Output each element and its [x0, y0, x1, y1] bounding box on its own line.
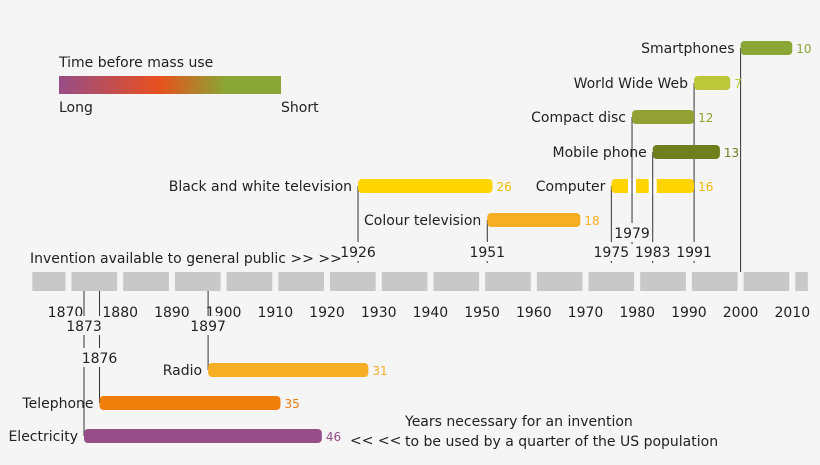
- timeline-segment: [640, 272, 686, 291]
- year-label-bg: [83, 348, 116, 367]
- years-value: 13: [724, 146, 739, 160]
- timeline-segment: [588, 272, 635, 291]
- years-value: 35: [284, 397, 299, 411]
- year-label: 1926: [340, 245, 376, 261]
- bar-smartphones: [740, 41, 793, 55]
- axis-tick-label: 1910: [257, 305, 293, 321]
- series-label: Smartphones: [641, 41, 734, 57]
- year-label: 1951: [469, 245, 505, 261]
- bar-telephone: [99, 396, 281, 410]
- year-label-bg: [636, 242, 669, 261]
- year-label-bg: [678, 242, 711, 261]
- series-label: Black and white television: [169, 179, 352, 195]
- year-label-bg: [342, 242, 375, 261]
- years-value: 7: [734, 77, 742, 91]
- timeline-segment: [433, 272, 480, 291]
- years-value: 16: [698, 180, 713, 194]
- footnote-arrows: << <<: [350, 433, 401, 449]
- year-label: 1975: [594, 245, 630, 261]
- legend: Time before mass use Long Short: [58, 55, 319, 116]
- timeline-segment: [174, 272, 221, 291]
- axis-tick-label: 1920: [309, 305, 345, 321]
- series-label: Telephone: [21, 396, 93, 412]
- axis-tick-label: 1930: [361, 305, 397, 321]
- bar-colour-television: [487, 213, 581, 227]
- axis-tick-label: 2000: [723, 305, 759, 321]
- axis-tick-label: 1940: [413, 305, 449, 321]
- year-label-bg: [616, 223, 649, 242]
- series-label: Compact disc: [531, 110, 626, 126]
- axis-tick-label: 1960: [516, 305, 552, 321]
- year-label: 1876: [82, 351, 118, 367]
- year-label-bg: [68, 316, 101, 335]
- series-label: World Wide Web: [574, 76, 689, 92]
- timeline-segment: [32, 272, 66, 291]
- timeline-segment: [330, 272, 376, 291]
- series-label: Electricity: [8, 429, 78, 445]
- year-label-bg: [595, 242, 628, 261]
- years-value: 12: [698, 111, 713, 125]
- connector-lines: [83, 48, 742, 436]
- years-value: 46: [326, 430, 341, 444]
- year-label-bg: [471, 242, 504, 261]
- footnote-line-1: Years necessary for an invention: [404, 414, 633, 430]
- year-label: 1991: [676, 245, 712, 261]
- year-label: 1983: [635, 245, 671, 261]
- axis-tick-label: 1970: [568, 305, 604, 321]
- series-label: Radio: [163, 363, 202, 379]
- labels: Smartphones 10 World Wide Web 7 1991 Compact …: [8, 41, 811, 445]
- timeline-segment: [485, 272, 531, 291]
- axis-tick-label: 1890: [154, 305, 190, 321]
- legend-long-label: Long: [59, 100, 93, 116]
- legend-short-label: Short: [281, 100, 319, 116]
- year-label-bg: [192, 316, 225, 335]
- timeline-segment: [278, 272, 324, 291]
- axis-tick-label: 1990: [671, 305, 707, 321]
- bar-black-and-white-television: [358, 179, 493, 193]
- timeline-segment: [381, 272, 428, 291]
- axis-tick-label: 2010: [774, 305, 810, 321]
- timeline-segment: [795, 272, 808, 291]
- series-label: Mobile phone: [553, 145, 647, 161]
- axis-tick-label: 1980: [619, 305, 655, 321]
- year-label: 1897: [190, 319, 226, 335]
- legend-title: Time before mass use: [58, 55, 213, 71]
- invention-caption: Invention available to general public >>…: [30, 251, 342, 267]
- timeline-segment: [226, 272, 273, 291]
- timeline-segment: [123, 272, 169, 291]
- years-value: 10: [796, 42, 811, 56]
- series-label: Colour television: [364, 213, 481, 229]
- year-label: 1873: [66, 319, 102, 335]
- bar-mobile-phone: [652, 145, 720, 159]
- timeline-segment: [71, 272, 118, 291]
- timeline-segment: [691, 272, 738, 291]
- year-label: 1979: [614, 226, 650, 242]
- timeline-axis: 1870 1880 1890 1900 1910 1920 1930 1940 1950 1960…: [32, 272, 810, 321]
- footnote-line-2: to be used by a quarter of the US popula…: [405, 434, 718, 450]
- timeline-segment: [743, 272, 790, 291]
- series-label: Computer: [536, 179, 606, 195]
- years-value: 26: [496, 180, 511, 194]
- axis-tick-label: 1950: [464, 305, 500, 321]
- bar-electricity: [84, 429, 322, 443]
- bar-world-wide-web: [694, 76, 731, 90]
- timeline-segment: [536, 272, 583, 291]
- years-value: 31: [372, 364, 387, 378]
- bar-compact-disc: [632, 110, 695, 124]
- axis-tick-label: 1880: [102, 305, 138, 321]
- bar-radio: [208, 363, 369, 377]
- years-value: 18: [584, 214, 599, 228]
- legend-gradient: [59, 76, 281, 94]
- bars: [84, 41, 793, 443]
